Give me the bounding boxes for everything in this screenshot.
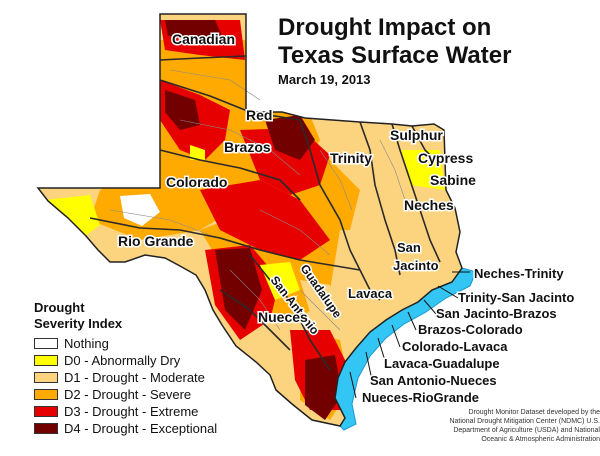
legend-item-d0: D0 - Abnormally Dry (34, 352, 180, 368)
texas-outline (36, 13, 463, 427)
legend-label: D3 - Drought - Extreme (64, 403, 199, 419)
basin-label-brazos: Brazos (224, 139, 271, 155)
leader-lines (349, 271, 470, 399)
legend-label: Nothing (64, 335, 109, 351)
map-date: March 19, 2013 (278, 72, 371, 87)
legend-title-line1: Drought (34, 300, 85, 315)
legend-label: D1 - Drought - Moderate (64, 369, 205, 385)
basin-boundaries (89, 55, 441, 371)
legend-title-line2: Severity Index (34, 316, 123, 331)
basin-label-san-jacinto-2: Jacinto (393, 258, 439, 273)
credit-line: Oceanic & Atmospheric Administration (481, 436, 600, 443)
legend-swatch (34, 422, 58, 434)
credit-line: National Drought Mitigation Center (NDMC… (449, 418, 600, 425)
data-credit: Drought Monitor Dataset developed by the… (430, 408, 600, 444)
basin-label-rio-grande: Rio Grande (118, 233, 194, 249)
legend-item-nothing: Nothing (34, 335, 109, 351)
legend-swatch (34, 371, 58, 383)
basin-label-colorado-lavaca: Colorado-Lavaca (402, 339, 508, 354)
map-title-line1: Drought Impact on (278, 14, 492, 41)
basin-label-nueces-riogrande: Nueces-RioGrande (362, 390, 479, 405)
basin-label-brazos-colorado: Brazos-Colorado (418, 322, 523, 337)
legend-label: D0 - Abnormally Dry (64, 352, 181, 368)
basin-label-san-antonio-nueces: San Antonio-Nueces (370, 373, 497, 388)
river-lines (109, 69, 406, 331)
legend-item-d2: D2 - Drought - Severe (34, 386, 191, 402)
basin-label-lavaca-guadalupe: Lavaca-Guadalupe (384, 356, 500, 371)
legend-label: D2 - Drought - Severe (64, 386, 192, 402)
basin-label-cypress: Cypress (418, 150, 473, 166)
basin-label-colorado: Colorado (166, 174, 227, 190)
basin-label-red: Red (246, 107, 272, 123)
basin-label-san-jacinto-brazos: San Jacinto-Brazos (436, 306, 557, 321)
basin-label-neches-trinity: Neches-Trinity (474, 266, 564, 281)
legend-item-d4: D4 - Drought - Exceptional (34, 420, 217, 436)
basin-label-san-jacinto-1: San (397, 240, 421, 255)
basin-label-canadian: Canadian (172, 31, 235, 47)
legend-item-d1: D1 - Drought - Moderate (34, 369, 205, 385)
legend-swatch (34, 405, 58, 417)
credit-line: Drought Monitor Dataset developed by the (468, 409, 600, 416)
basin-label-lavaca: Lavaca (348, 286, 393, 301)
legend-label: D4 - Drought - Exceptional (64, 420, 218, 436)
legend-swatch (34, 354, 58, 366)
basin-label-nueces: Nueces (258, 309, 308, 325)
basin-label-sulphur: Sulphur (390, 127, 443, 143)
legend-swatch (34, 388, 58, 400)
basin-label-sabine: Sabine (430, 172, 476, 188)
legend-item-d3: D3 - Drought - Extreme (34, 403, 198, 419)
basin-label-neches: Neches (404, 197, 454, 213)
basin-label-trinity-san-jacinto: Trinity-San Jacinto (458, 290, 574, 305)
credit-line: Department of Agriculture (USDA) and Nat… (453, 427, 600, 434)
basin-label-trinity: Trinity (330, 150, 372, 166)
legend-swatch (34, 337, 58, 349)
map-title-line2: Texas Surface Water (278, 42, 512, 69)
